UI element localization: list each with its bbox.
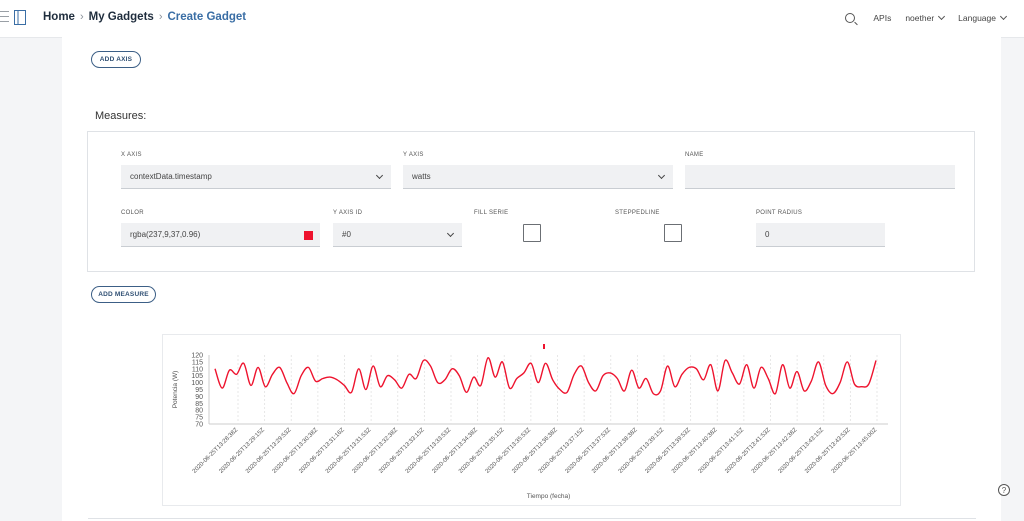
x-tick-label: 2020-06-25T13:45:00Z: [831, 427, 879, 475]
x-tick-label: 2020-06-25T13:34:38Z: [431, 427, 479, 475]
color-label: COLOR: [121, 210, 144, 216]
x-tick-label: 2020-06-25T13:33:53Z: [405, 427, 453, 475]
x-tick-label: 2020-06-25T13:42:38Z: [751, 427, 799, 475]
y-axis-label: Y AXIS: [403, 152, 424, 158]
x-tick-label: 2020-06-25T13:29:53Z: [245, 427, 293, 475]
x-tick-label: 2020-06-25T13:28:38Z: [192, 427, 240, 475]
x-tick-label: 2020-06-25T13:43:53Z: [804, 427, 852, 475]
x-tick-label: 2020-06-25T13:32:38Z: [352, 427, 400, 475]
y-tick-label: 70: [195, 422, 203, 429]
x-tick-label: 2020-06-25T13:40:38Z: [671, 427, 719, 475]
main-panel: ADD AXIS Measures: X AXIS contextData.ti…: [62, 37, 1001, 521]
y-tick-label: 105: [191, 373, 203, 380]
x-tick-label: 2020-06-25T13:35:15Z: [458, 427, 506, 475]
chevron-down-icon: [999, 12, 1008, 21]
x-tick-label: 2020-06-25T13:35:53Z: [485, 427, 533, 475]
breadcrumb: Home › My Gadgets › Create Gadget: [43, 11, 246, 23]
x-tick-label: 2020-06-25T13:41:53Z: [724, 427, 772, 475]
add-axis-button[interactable]: ADD AXIS: [91, 51, 141, 68]
chart-card: 70 75 80 85 90 95 100 105 110 115 120 2020-06-25T13…: [162, 334, 901, 506]
breadcrumb-home[interactable]: Home: [43, 11, 75, 23]
color-value: rgba(237,9,37,0.96): [130, 230, 201, 239]
y-axis-id-select[interactable]: #0: [333, 223, 462, 247]
apis-link[interactable]: APIs: [873, 13, 891, 23]
chevron-down-icon: [938, 12, 946, 21]
menu-icon[interactable]: [0, 11, 11, 25]
x-tick-label: 2020-06-25T13:39:53Z: [644, 427, 692, 475]
search-icon[interactable]: [845, 13, 856, 23]
x-tick-label: 2020-06-25T13:37:53Z: [565, 427, 613, 475]
point-radius-input[interactable]: 0: [756, 223, 885, 247]
y-tick-label: 90: [195, 394, 203, 401]
y-axis-id-value: #0: [342, 230, 351, 239]
y-axis-title: Potencia (W): [172, 371, 179, 409]
chevron-down-icon: [446, 229, 455, 238]
y-axis-id-label: Y AXIS ID: [333, 210, 363, 216]
x-tick-label: 2020-06-25T13:31:16Z: [298, 427, 346, 475]
x-axis-title: Tiempo (fecha): [527, 493, 570, 500]
x-axis-select[interactable]: contextData.timestamp: [121, 165, 391, 189]
x-tick-label: 2020-06-25T13:30:38Z: [272, 427, 320, 475]
x-tick-label: 2020-06-25T13:33:15Z: [378, 427, 426, 475]
breadcrumb-separator: ›: [158, 11, 163, 23]
name-input[interactable]: [685, 165, 955, 189]
x-tick-label: 2020-06-25T13:31:53Z: [325, 427, 373, 475]
breadcrumb-create-gadget: Create Gadget: [167, 11, 247, 23]
chevron-down-icon: [657, 171, 666, 180]
user-label: noether: [905, 13, 935, 23]
x-tick-label: 2020-06-25T13:29:15Z: [218, 427, 266, 475]
measures-title: Measures:: [95, 110, 147, 122]
y-tick-label: 100: [191, 380, 203, 387]
breadcrumb-separator: ›: [79, 11, 84, 23]
name-label: NAME: [685, 152, 704, 158]
legend-marker: [543, 344, 545, 349]
x-axis-value: contextData.timestamp: [130, 172, 212, 181]
help-icon[interactable]: ?: [998, 484, 1010, 496]
add-measure-button[interactable]: ADD MEASURE: [91, 286, 156, 303]
chevron-down-icon: [375, 171, 384, 180]
series-line-watts: [214, 357, 877, 396]
y-tick-label: 110: [192, 366, 203, 373]
fill-serie-checkbox[interactable]: [523, 224, 541, 242]
point-radius-label: POINT RADIUS: [756, 210, 803, 216]
bottom-divider: [88, 518, 976, 519]
y-axis-select[interactable]: watts: [403, 165, 673, 189]
fill-serie-label: FILL SERIE: [474, 210, 509, 216]
x-tick-label: 2020-06-25T13:39:15Z: [618, 427, 666, 475]
top-right-menu: APIs noether Language: [845, 12, 1008, 23]
y-tick-label: 95: [195, 387, 203, 394]
y-tick-label: 120: [191, 353, 203, 360]
language-label: Language: [958, 13, 996, 23]
color-input[interactable]: rgba(237,9,37,0.96): [121, 223, 320, 247]
x-tick-label: 2020-06-25T13:37:15Z: [538, 427, 586, 475]
y-tick-label: 75: [195, 415, 203, 422]
point-radius-value: 0: [765, 230, 770, 239]
x-tick-label: 2020-06-25T13:38:38Z: [591, 427, 639, 475]
color-swatch[interactable]: [304, 231, 313, 240]
y-tick-label: 85: [195, 401, 203, 408]
user-menu[interactable]: noether: [905, 12, 946, 23]
y-tick-label: 115: [192, 359, 203, 366]
x-axis-label: X AXIS: [121, 152, 142, 158]
apis-label: APIs: [873, 13, 892, 23]
breadcrumb-my-gadgets[interactable]: My Gadgets: [88, 11, 154, 23]
language-menu[interactable]: Language: [958, 12, 1008, 23]
y-tick-label: 80: [195, 408, 203, 415]
x-tick-label: 2020-06-25T13:41:15Z: [698, 427, 746, 475]
book-icon[interactable]: [14, 10, 26, 25]
measures-box: X AXIS contextData.timestamp Y AXIS watt…: [87, 131, 975, 272]
steppedline-checkbox[interactable]: [664, 224, 682, 242]
y-axis-value: watts: [412, 172, 431, 181]
steppedline-label: STEPPEDLINE: [615, 210, 660, 216]
x-tick-label: 2020-06-25T13:36:38Z: [511, 427, 559, 475]
x-tick-label: 2020-06-25T13:43:15Z: [778, 427, 826, 475]
top-bar: Home › My Gadgets › Create Gadget APIs n…: [0, 0, 1024, 38]
